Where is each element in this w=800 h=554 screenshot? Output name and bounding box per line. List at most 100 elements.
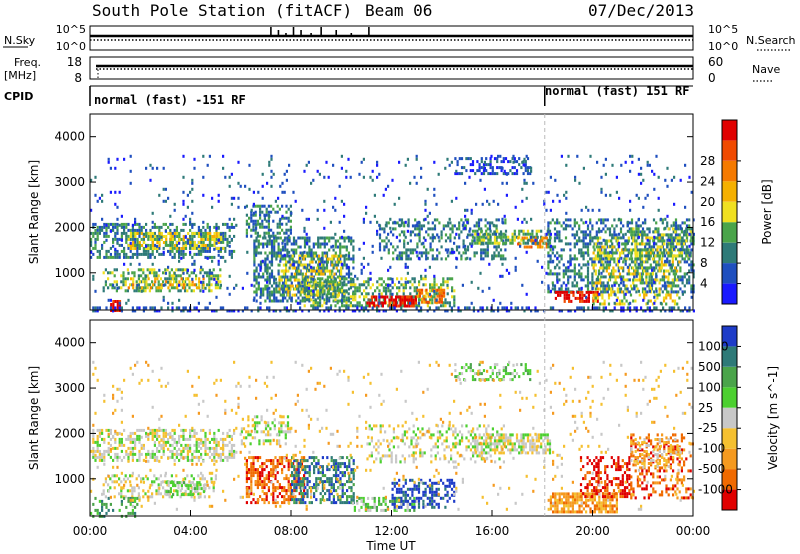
heatmap-cell [540,235,543,239]
heatmap-cell [458,157,461,161]
heatmap-cell [173,280,176,284]
heatmap-cell [303,286,306,290]
heatmap-cell [107,446,110,450]
heatmap-cell [305,289,308,293]
heatmap-cell [671,299,674,303]
heatmap-cell [589,233,592,237]
heatmap-cell [431,295,434,299]
heatmap-cell [94,309,97,313]
heatmap-cell [422,251,426,255]
heatmap-cell [504,218,507,222]
heatmap-cell [648,287,651,291]
heatmap-cell [284,284,287,288]
heatmap-cell [189,190,192,194]
heatmap-cell [362,220,365,224]
heatmap-cell [484,218,487,222]
heatmap-cell [334,263,337,267]
heatmap-cell [533,241,536,245]
heatmap-cell [657,233,660,237]
heatmap-cell [604,256,607,260]
heatmap-cell [382,298,385,302]
heatmap-cell [184,277,188,281]
heatmap-cell [667,227,670,231]
heatmap-cell [245,222,248,226]
heatmap-cell [151,247,155,250]
heatmap-cell [264,236,267,240]
heatmap-cell [580,266,583,270]
heatmap-cell [255,245,258,249]
heatmap-cell [414,227,417,231]
heatmap-cell [647,242,650,246]
heatmap-cell [627,251,630,255]
colorbar-tick-label: 20 [700,195,715,209]
heatmap-cell [337,281,340,285]
heatmap-cell [255,226,258,230]
heatmap-cell [149,306,152,310]
heatmap-cell [278,231,281,235]
heatmap-cell [202,286,205,290]
heatmap-cell [535,229,538,233]
heatmap-cell [114,225,117,229]
heatmap-cell [329,272,332,276]
heatmap-cell [268,281,271,285]
heatmap-cell [558,254,561,258]
heatmap-cell [208,280,211,284]
heatmap-cell [375,304,378,308]
heatmap-cell [266,293,269,297]
heatmap-cell [270,290,274,294]
heatmap-cell [371,178,374,182]
heatmap-cell [295,266,298,270]
heatmap-cell [149,235,152,238]
heatmap-cell [331,254,334,258]
heatmap-cell [406,298,409,302]
heatmap-cell [560,284,563,288]
heatmap-cell [319,277,322,281]
heatmap-cell [664,178,667,182]
colorbar-segment [722,263,737,284]
heatmap-cell [136,243,139,247]
heatmap-cell [316,306,319,310]
heatmap-cell [149,163,152,167]
heatmap-cell [202,283,205,287]
heatmap-cell [554,290,557,294]
heatmap-cell [303,283,306,287]
heatmap-cell [589,242,592,246]
heatmap-cell [110,303,113,306]
heatmap-cell [215,228,218,232]
heatmap-cell [162,241,166,244]
heatmap-cell [648,278,651,282]
heatmap-cell [648,239,651,243]
heatmap-cell [447,221,450,225]
heatmap-cell [477,227,481,231]
heatmap-cell [442,224,445,228]
heatmap-cell [645,251,648,255]
heatmap-cell [670,281,673,285]
heatmap-cell [491,172,494,176]
heatmap-cell [321,236,324,240]
heatmap-cell [312,242,315,246]
heatmap-cell [323,298,326,302]
heatmap-cell [226,309,229,313]
heatmap-cell [547,290,550,294]
heatmap-cell [636,254,639,258]
heatmap-cell [569,262,572,266]
heatmap-cell [389,242,393,246]
heatmap-cell [308,248,311,252]
heatmap-cell [604,242,607,246]
heatmap-cell [191,262,194,266]
heatmap-cell [558,230,561,234]
heatmap-cell [339,242,342,246]
heatmap-cell [479,271,482,275]
heatmap-cell [661,236,664,240]
heatmap-cell [505,193,508,197]
heatmap-cell [521,199,524,203]
heatmap-cell [478,238,481,242]
heatmap-cell [573,272,576,276]
heatmap-cell [674,221,678,225]
heatmap-cell [450,250,453,254]
heatmap-cell [432,288,435,292]
heatmap-cell [312,299,315,303]
heatmap-cell [637,262,640,266]
heatmap-cell [582,242,585,246]
heatmap-cell [224,246,227,250]
